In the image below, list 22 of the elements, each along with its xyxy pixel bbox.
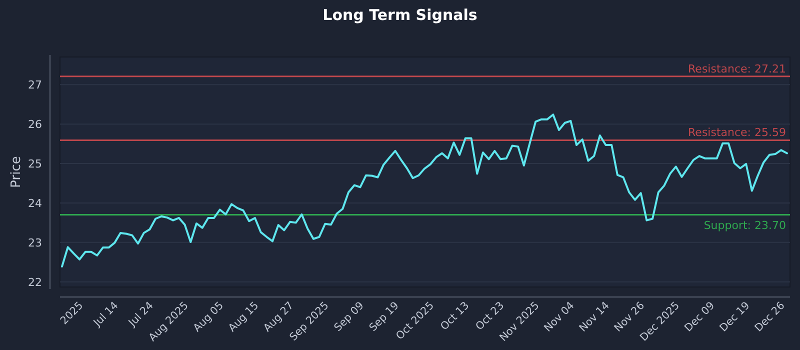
line-series (61, 114, 788, 268)
ref-line-label: Resistance: 25.59 (688, 126, 786, 140)
x-tick-label: Dec 09 (682, 300, 718, 334)
y-tick-label: 27 (28, 78, 42, 92)
x-tick-label: Nov 04 (542, 299, 578, 334)
x-tick-label: Dec 26 (752, 299, 788, 334)
y-tick-label: 22 (28, 276, 42, 289)
x-tick-label: Oct 23 (473, 300, 507, 333)
x-tick-label: Oct 13 (438, 300, 472, 333)
y-axis-title: Price (9, 156, 24, 188)
x-tick-label: Dec 19 (718, 300, 752, 334)
y-tick-label: 23 (28, 236, 42, 250)
x-tick-label: Jul 24 (126, 299, 156, 330)
ref-line-label: Resistance: 27.21 (688, 62, 786, 76)
x-tick-label: Jul 14 (90, 299, 121, 330)
ref-line-label: Support: 23.70 (704, 218, 786, 232)
chart-title: Long Term Signals (322, 6, 478, 24)
y-tick-label: 26 (28, 118, 42, 132)
x-tick-label: Nov 14 (577, 299, 612, 334)
y-tick-label: 25 (28, 158, 42, 171)
y-tick-label: 24 (28, 196, 42, 210)
x-tick-label: Sep 09 (332, 300, 366, 334)
